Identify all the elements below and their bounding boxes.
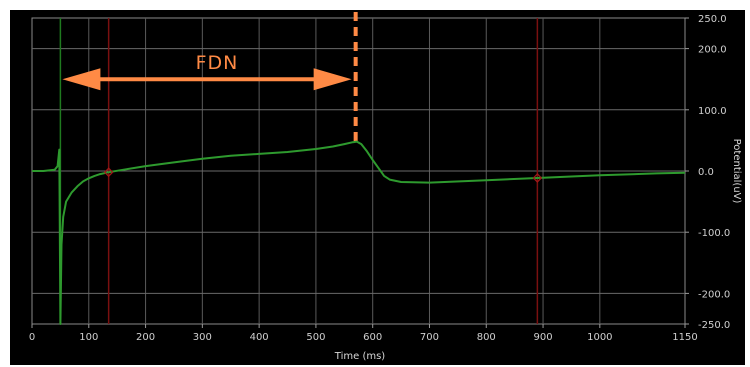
fdn-arrow-right-head — [313, 68, 352, 91]
y-tick-label: -250.0 — [698, 320, 730, 331]
x-axis-ticks: 0 100 200 300 400 500 600 700 800 900 1000 1150 — [29, 324, 698, 343]
cursor-point-marker — [103, 167, 114, 178]
x-tick-label: 300 — [193, 332, 212, 343]
x-tick-label: 100 — [79, 332, 98, 343]
x-tick-label: 500 — [306, 332, 325, 343]
fdn-label: FDN — [196, 52, 239, 74]
y-tick-label: -200.0 — [698, 289, 730, 300]
y-tick-label: -100.0 — [698, 228, 730, 239]
x-tick-label: 400 — [250, 332, 269, 343]
y-axis-ticks: 250.0 200.0 100.0 0.0 -100.0 -200.0 -250.0 — [685, 14, 730, 331]
y-tick-label: 0.0 — [698, 167, 714, 178]
y-tick-label: 250.0 — [698, 14, 727, 25]
x-tick-label: 200 — [136, 332, 155, 343]
y-tick-label: 100.0 — [698, 106, 727, 117]
series-layer — [32, 140, 686, 325]
fdn-arrow-left-head — [62, 68, 101, 91]
y-tick-label: 200.0 — [698, 45, 727, 56]
x-tick-label: 1150 — [672, 332, 697, 343]
x-tick-label: 900 — [533, 332, 552, 343]
annotations: FDN — [62, 52, 352, 91]
x-tick-label: 0 — [29, 332, 35, 343]
x-tick-label: 700 — [420, 332, 439, 343]
x-tick-label: 600 — [363, 332, 382, 343]
y-axis-title: Potential(uV) — [731, 139, 742, 204]
x-axis-title: Time (ms) — [334, 351, 386, 362]
x-tick-label: 800 — [477, 332, 496, 343]
cursor-point-marker — [532, 173, 543, 183]
x-tick-label: 1000 — [587, 332, 612, 343]
series-line — [32, 140, 686, 325]
grid — [32, 18, 685, 324]
